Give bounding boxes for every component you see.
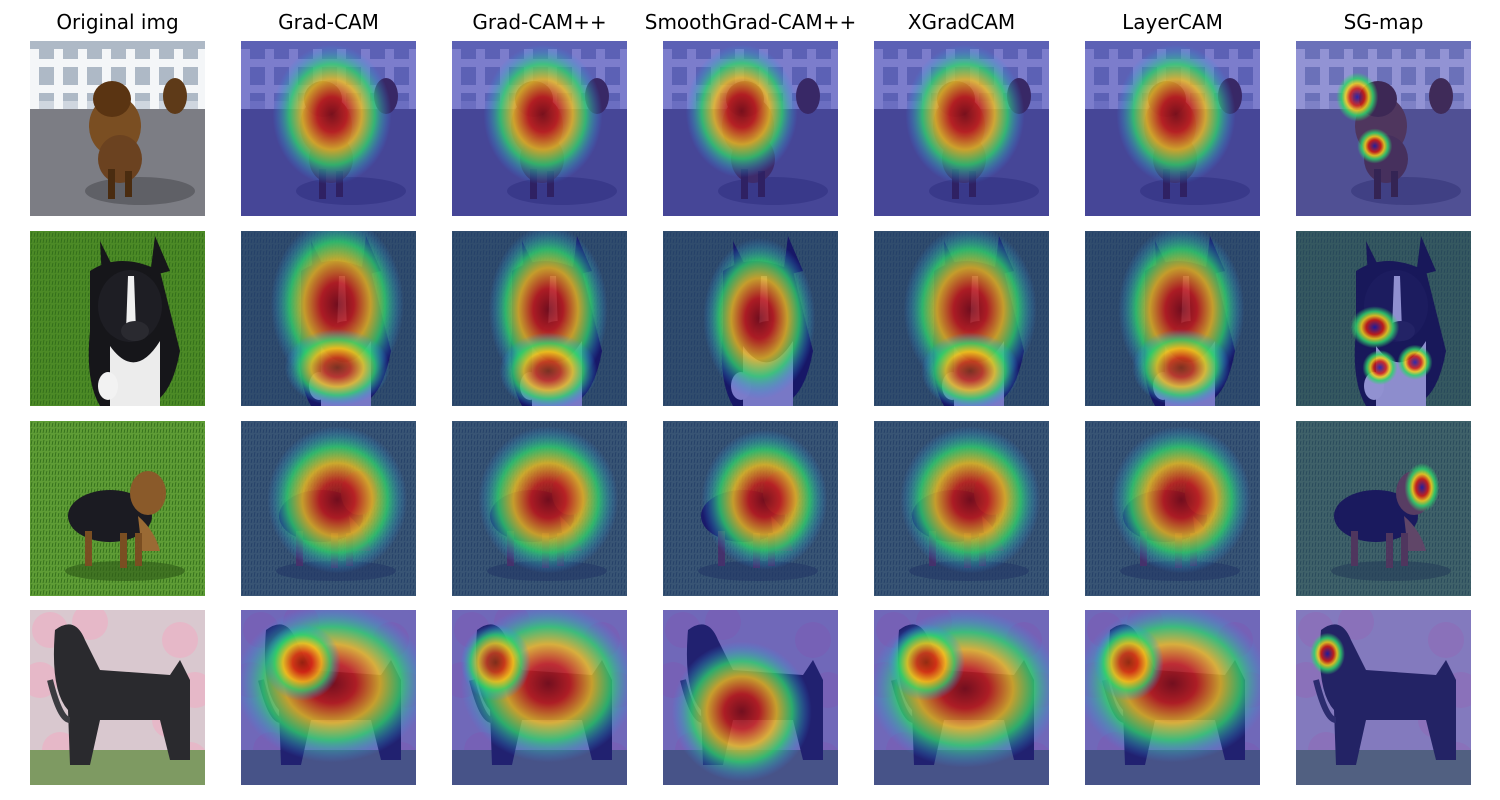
saliency-map-image — [1296, 41, 1471, 216]
column-title-4: XGradCAM — [907, 10, 1016, 34]
column-title-6: SG-map — [1343, 10, 1424, 34]
saliency-map-image — [1296, 610, 1471, 785]
saliency-map-image — [452, 231, 627, 406]
column-title-5: LayerCAM — [1122, 10, 1223, 34]
saliency-map-image — [874, 610, 1049, 785]
saliency-map-image — [1085, 231, 1260, 406]
saliency-map-image — [1296, 231, 1471, 406]
saliency-map-image — [452, 41, 627, 216]
saliency-map-image — [874, 231, 1049, 406]
original-image — [30, 421, 205, 596]
column-title-3: SmoothGrad-CAM++ — [644, 10, 857, 34]
saliency-map-image — [452, 610, 627, 785]
saliency-map-image — [241, 231, 416, 406]
original-image — [30, 41, 205, 216]
saliency-map-image — [1085, 421, 1260, 596]
saliency-map-image — [241, 610, 416, 785]
saliency-map-image — [241, 41, 416, 216]
original-image — [30, 610, 205, 785]
saliency-map-image — [874, 421, 1049, 596]
column-title-0: Original img — [56, 10, 179, 34]
saliency-map-image — [241, 421, 416, 596]
saliency-map-image — [663, 610, 838, 785]
saliency-map-image — [1296, 421, 1471, 596]
column-title-2: Grad-CAM++ — [472, 10, 607, 34]
saliency-map-image — [1085, 41, 1260, 216]
saliency-map-image — [663, 231, 838, 406]
saliency-map-image — [874, 41, 1049, 216]
saliency-map-image — [1085, 610, 1260, 785]
saliency-map-image — [452, 421, 627, 596]
original-image — [30, 231, 205, 406]
saliency-map-image — [663, 41, 838, 216]
column-title-1: Grad-CAM — [278, 10, 379, 34]
saliency-map-image — [663, 421, 838, 596]
